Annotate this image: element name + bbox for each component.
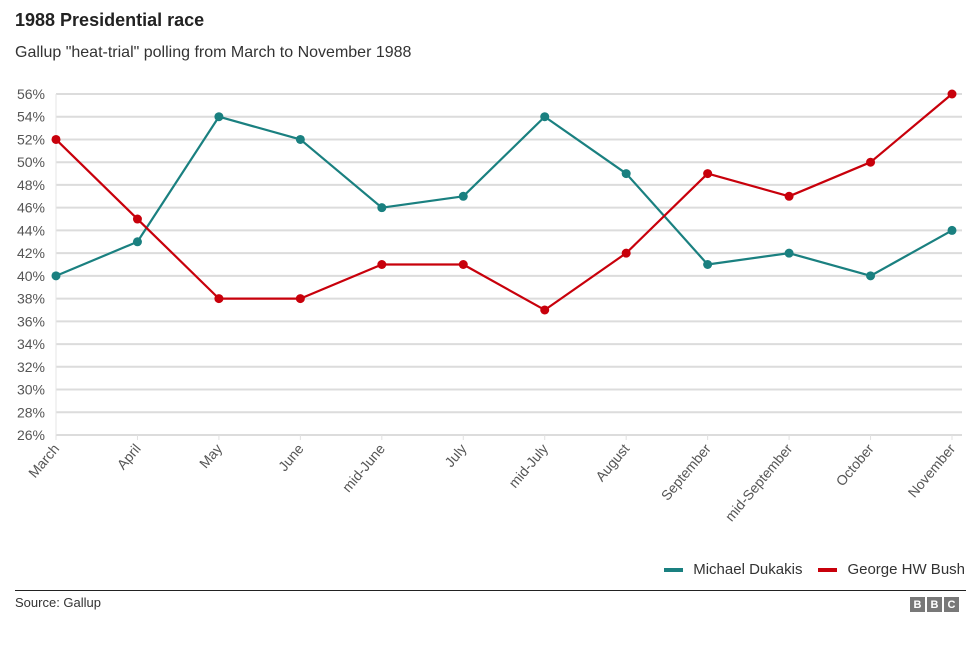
- x-tick-label: mid-June: [339, 440, 388, 495]
- legend-label-dukakis: Michael Dukakis: [693, 561, 803, 578]
- y-tick-label: 36%: [17, 313, 45, 329]
- legend-swatch-dukakis: [664, 567, 684, 572]
- data-point-michael-dukakis: [458, 191, 468, 201]
- y-tick-label: 34%: [17, 336, 45, 352]
- y-tick-label: 30%: [17, 382, 45, 398]
- y-tick-label: 48%: [17, 177, 45, 193]
- data-point-michael-dukakis: [540, 112, 550, 122]
- data-point-george-hw-bush: [214, 294, 224, 304]
- y-tick-label: 50%: [17, 154, 45, 170]
- legend: Michael Dukakis George HW Bush: [648, 561, 965, 578]
- data-point-george-hw-bush: [866, 157, 876, 167]
- series-lines: [51, 89, 957, 315]
- data-point-george-hw-bush: [295, 294, 305, 304]
- data-point-george-hw-bush: [621, 248, 631, 258]
- y-tick-label: 40%: [17, 268, 45, 284]
- y-tick-label: 52%: [17, 131, 45, 147]
- legend-item-bush: George HW Bush: [818, 561, 965, 578]
- y-tick-label: 56%: [17, 86, 45, 102]
- x-tick-label: mid-July: [505, 441, 551, 491]
- bbc-logo: B B C: [908, 597, 959, 612]
- data-point-michael-dukakis: [214, 112, 224, 122]
- y-tick-label: 42%: [17, 245, 45, 261]
- x-axis-ticks: March April May June mid-June July mid-July Aug…: [25, 435, 959, 524]
- y-tick-label: 44%: [17, 222, 45, 238]
- legend-label-bush: George HW Bush: [847, 561, 965, 578]
- data-point-michael-dukakis: [784, 248, 794, 258]
- data-point-michael-dukakis: [377, 203, 387, 213]
- x-tick-label: April: [113, 441, 143, 473]
- data-point-george-hw-bush: [132, 214, 142, 224]
- footer-divider: [15, 590, 966, 591]
- series-line-george-hw-bush: [55, 93, 953, 312]
- x-tick-label: September: [658, 440, 714, 503]
- x-tick-label: July: [441, 441, 469, 470]
- x-tick-label: August: [592, 441, 632, 485]
- legend-swatch-bush: [818, 567, 838, 572]
- x-tick-label: mid-September: [722, 440, 796, 524]
- y-tick-label: 46%: [17, 200, 45, 216]
- series-line-michael-dukakis: [55, 115, 953, 277]
- chart-subtitle: Gallup "heat-trial" polling from March t…: [15, 44, 412, 61]
- bbc-logo-letter: B: [910, 597, 925, 612]
- data-point-george-hw-bush: [703, 169, 713, 179]
- data-point-george-hw-bush: [377, 260, 387, 269]
- bbc-logo-letter: B: [927, 597, 942, 612]
- data-point-michael-dukakis: [621, 169, 631, 179]
- x-tick-label: November: [905, 440, 959, 500]
- y-tick-label: 28%: [17, 404, 45, 420]
- data-point-michael-dukakis: [866, 271, 876, 281]
- data-point-george-hw-bush: [540, 305, 550, 315]
- data-point-michael-dukakis: [132, 237, 142, 247]
- data-point-george-hw-bush: [51, 134, 61, 144]
- x-tick-label: October: [833, 440, 877, 489]
- legend-item-dukakis: Michael Dukakis: [664, 561, 802, 578]
- data-point-george-hw-bush: [784, 191, 794, 201]
- data-point-george-hw-bush: [947, 89, 957, 99]
- source-note: Source: Gallup: [15, 595, 101, 610]
- data-point-michael-dukakis: [51, 271, 61, 281]
- y-tick-label: 32%: [17, 359, 45, 375]
- y-tick-label: 54%: [17, 109, 45, 125]
- data-point-michael-dukakis: [703, 260, 713, 269]
- gridlines: [55, 93, 962, 436]
- x-tick-label: May: [196, 441, 225, 472]
- data-point-michael-dukakis: [947, 225, 957, 235]
- y-tick-label: 38%: [17, 291, 45, 307]
- y-tick-label: 26%: [17, 427, 45, 443]
- bbc-logo-letter: C: [944, 597, 959, 612]
- x-tick-label: June: [275, 440, 307, 474]
- y-axis-ticks: 56% 54% 52% 50% 48% 46% 44% 42% 40% 38% 36% 34% 32% 3…: [17, 86, 45, 443]
- chart-title: 1988 Presidential race: [15, 10, 205, 30]
- data-point-george-hw-bush: [458, 260, 468, 269]
- x-tick-label: March: [25, 441, 62, 481]
- data-point-michael-dukakis: [295, 134, 305, 144]
